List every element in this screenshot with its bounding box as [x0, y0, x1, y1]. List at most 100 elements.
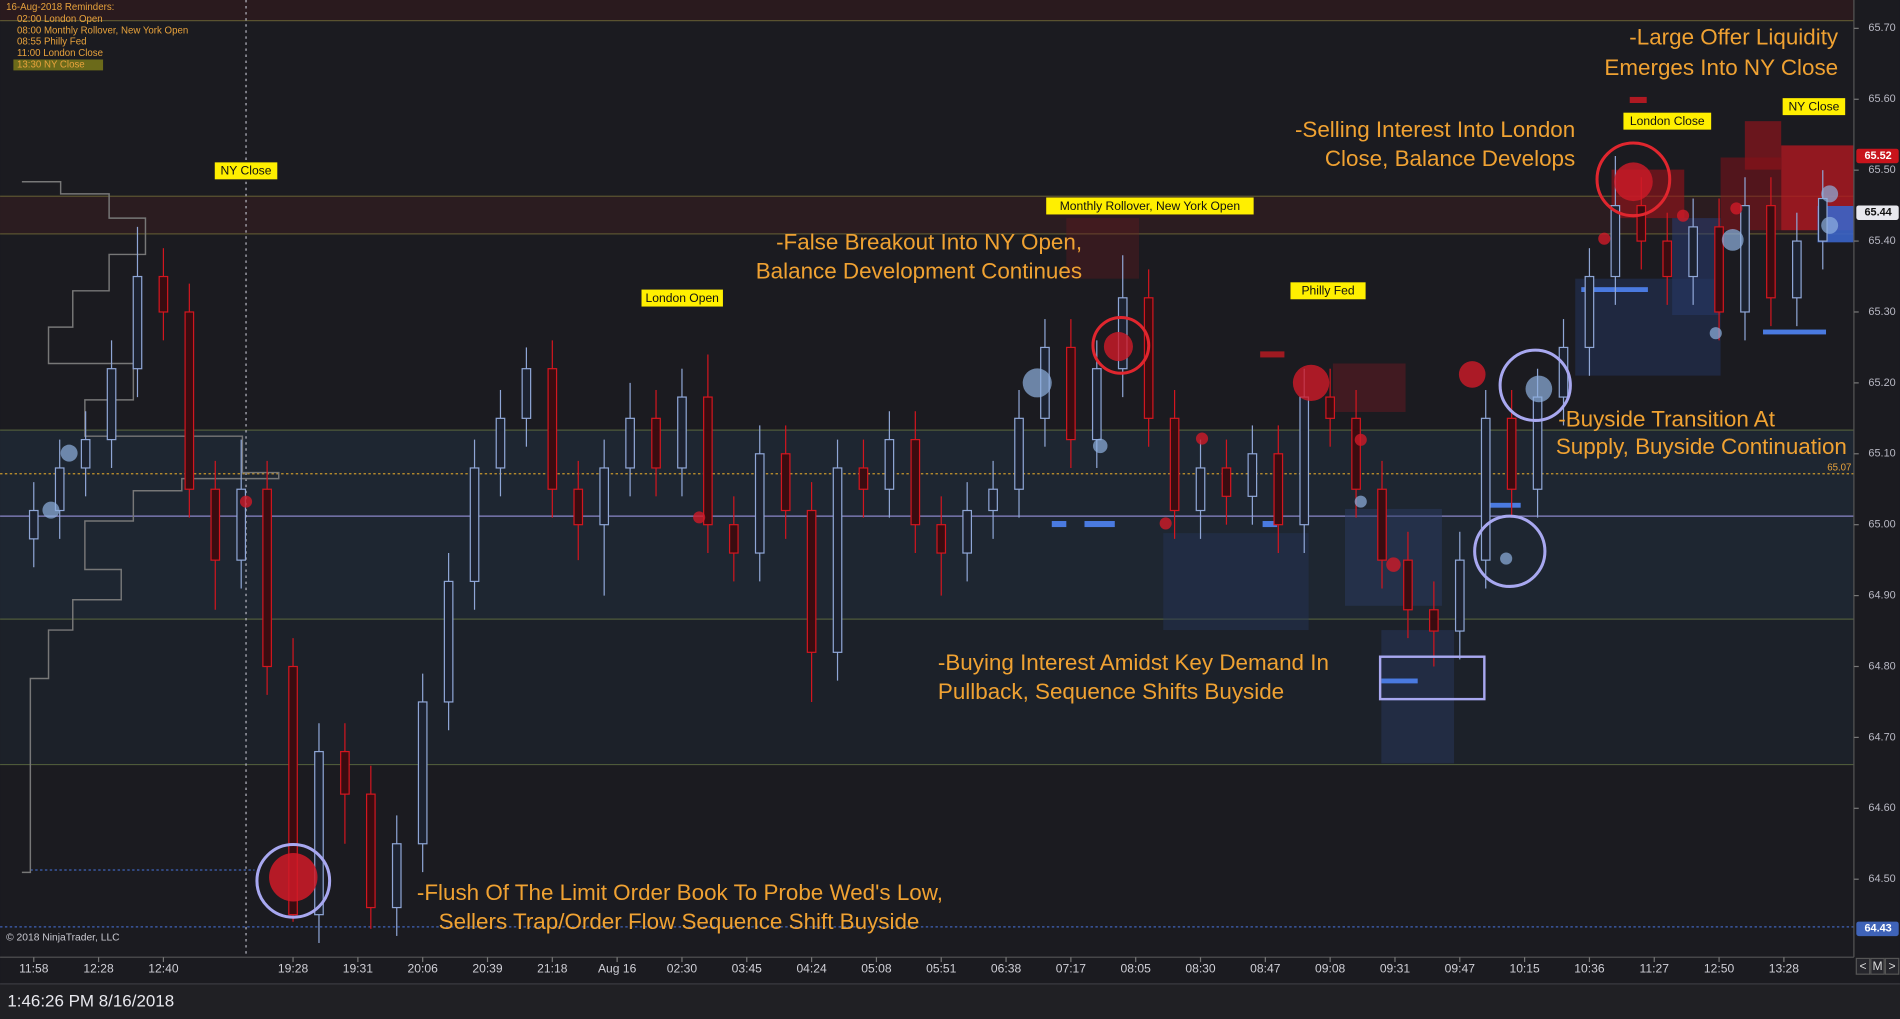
bubble: [1458, 361, 1486, 388]
x-tick-label: 05:51: [926, 962, 957, 976]
x-tick-label: 03:45: [732, 962, 763, 976]
price-zones: [0, 0, 1854, 958]
reminder: 08:55 Philly Fed: [17, 37, 86, 48]
candle-body: [599, 467, 610, 526]
x-tick-label: 20:39: [472, 962, 503, 976]
x-tick-label: 04:24: [796, 962, 827, 976]
highlight-ring: [1498, 348, 1572, 422]
heat-cell: [1763, 329, 1827, 335]
candle-body: [962, 509, 973, 554]
y-tick-label: 64.80: [1868, 660, 1895, 672]
annotation: Close, Balance Develops: [1325, 146, 1575, 171]
annotation: -Large Offer Liquidity: [1629, 25, 1839, 50]
bubble: [1159, 517, 1172, 530]
heat-cell: [1381, 678, 1418, 684]
highlight-ring: [1091, 315, 1151, 375]
candle-body: [1014, 417, 1024, 490]
x-tick-label: 10:36: [1574, 962, 1605, 976]
candle-body: [340, 750, 350, 795]
session-label: NY Close: [221, 164, 272, 178]
x-tick-label: 12:40: [148, 962, 179, 976]
candle-body: [651, 417, 661, 469]
candle-body: [314, 750, 324, 916]
candle-body: [1221, 467, 1232, 497]
candle-body: [677, 396, 687, 469]
bubble: [1195, 432, 1209, 445]
candle-body: [443, 580, 454, 703]
candle-body: [391, 843, 402, 909]
highlight-ring: [1595, 141, 1672, 218]
nav-button[interactable]: [1870, 957, 1885, 975]
x-axis-panel: [0, 957, 1900, 984]
candle-body: [1247, 453, 1258, 497]
bubble: [1598, 232, 1611, 245]
reminders-title: 16-Aug-2018 Reminders:: [6, 2, 114, 13]
bubble: [1676, 209, 1690, 222]
y-tick-label: 65.10: [1868, 448, 1895, 460]
nav-button-label[interactable]: M: [1872, 959, 1882, 973]
candle-body: [54, 467, 65, 512]
heat-cell: [1260, 351, 1285, 358]
candle-body: [936, 524, 947, 554]
candle-body: [495, 417, 506, 469]
bubble: [1292, 364, 1330, 402]
heat-cell: [1629, 96, 1647, 103]
session-label: London Close: [1630, 114, 1705, 128]
candle-body: [469, 467, 480, 583]
candle-body: [417, 701, 428, 845]
candle-body: [80, 438, 91, 469]
annotation: -False Breakout Into NY Open,: [776, 229, 1082, 254]
x-tick-label: 10:15: [1509, 962, 1540, 976]
candle-body: [1377, 488, 1387, 561]
reminder: 08:00 Monthly Rollover, New York Open: [17, 25, 188, 36]
candle-body: [1091, 368, 1102, 441]
session-label-box: [1046, 197, 1254, 215]
candle-body: [806, 509, 817, 653]
axes: 65.70 65.60 65.50 65.40 65.30 65.20 65.10 65.00…: [19, 22, 1900, 976]
candle-body: [1325, 396, 1336, 419]
bubble: [269, 853, 318, 902]
nav-button-label[interactable]: >: [1889, 959, 1896, 973]
order-flow-bubbles: [42, 141, 1839, 919]
price-marker-label: 64.43: [1864, 923, 1891, 935]
candle-body: [1688, 226, 1698, 278]
x-tick-label: 05:08: [861, 962, 892, 976]
bubble: [60, 444, 78, 462]
session-label-box: [1782, 98, 1846, 116]
y-tick-label: 65.20: [1868, 377, 1895, 389]
x-tick-label: 11:58: [19, 962, 49, 976]
candle-body: [1532, 396, 1543, 490]
candle-body: [858, 467, 869, 490]
session-label: Philly Fed: [1301, 284, 1354, 298]
price-marker-label: 65.52: [1864, 150, 1891, 162]
annotation: -Buyside Transition At: [1558, 406, 1775, 431]
zone: [0, 196, 1854, 234]
nav-button-label[interactable]: <: [1859, 959, 1866, 973]
status-bar: [0, 983, 1900, 1019]
session-label-box: [641, 289, 723, 307]
bubble: [1821, 185, 1839, 203]
candle-body: [780, 453, 791, 512]
bubble: [1092, 438, 1108, 454]
status-time: 1:46:26 PM 8/16/2018: [7, 992, 174, 1011]
nav-button[interactable]: [1855, 957, 1871, 975]
candles: [28, 155, 1828, 944]
heat-cell: [1381, 630, 1455, 764]
candle-body: [184, 311, 195, 490]
x-tick-label: 19:31: [343, 962, 374, 976]
candle-body: [1662, 240, 1673, 278]
candle-body: [1195, 467, 1206, 512]
nav-button[interactable]: [1884, 957, 1900, 975]
zone: [0, 0, 1854, 21]
x-tick-label: 09:08: [1315, 962, 1346, 976]
candle-body: [988, 488, 998, 512]
heat-cell: [1575, 278, 1721, 376]
y-tick-label: 65.40: [1868, 235, 1895, 247]
candle-body: [703, 396, 713, 526]
candle-body: [754, 453, 765, 554]
candle-body: [1792, 240, 1802, 299]
x-tick-label: 08:30: [1185, 962, 1216, 976]
session-label: Monthly Rollover, New York Open: [1060, 199, 1240, 213]
candle-body: [132, 275, 143, 370]
